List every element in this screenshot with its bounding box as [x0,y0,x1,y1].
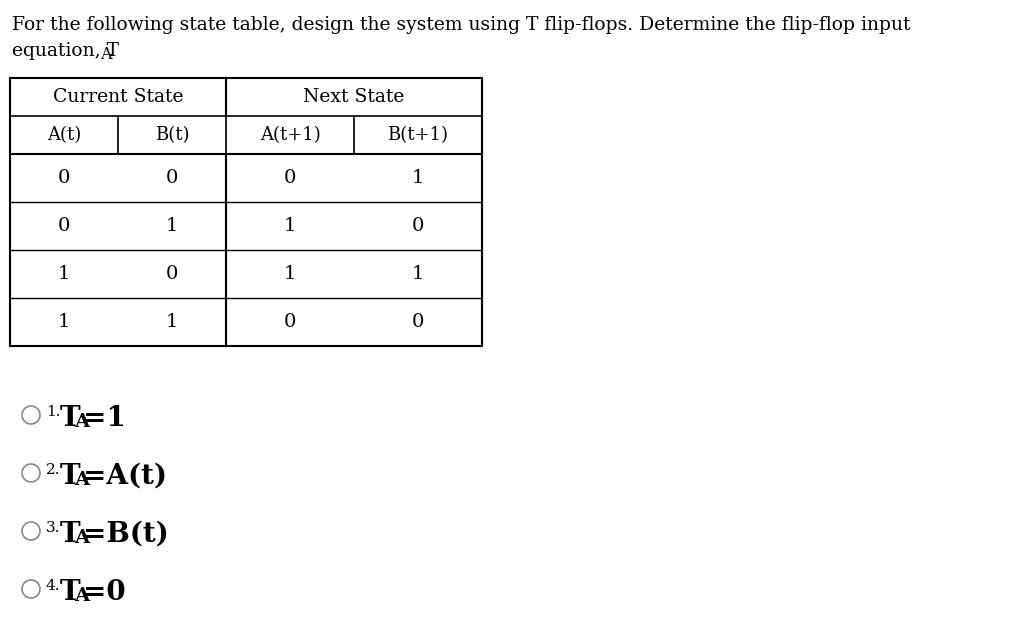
Text: 0: 0 [166,265,178,283]
Text: A: A [74,529,89,547]
Text: T: T [60,405,81,432]
Text: =B(t): =B(t) [83,521,169,548]
Text: A: A [100,46,112,63]
Text: A: A [74,413,89,431]
Text: 0: 0 [284,313,296,331]
Text: 1.: 1. [46,405,60,419]
Text: =A(t): =A(t) [83,463,167,490]
Text: 0: 0 [166,169,178,187]
Text: 1: 1 [412,169,424,187]
Text: T: T [60,521,81,548]
Text: 1: 1 [57,313,71,331]
Text: 1: 1 [284,217,296,235]
Text: 2.: 2. [46,463,60,477]
Text: 4.: 4. [46,579,60,593]
Text: =1: =1 [83,405,126,432]
Text: A: A [74,471,89,489]
Text: Current State: Current State [53,88,183,106]
Text: equation, T: equation, T [12,42,119,60]
Text: 1: 1 [284,265,296,283]
Text: 0: 0 [412,217,424,235]
Text: .: . [106,42,113,60]
Text: 0: 0 [412,313,424,331]
Text: T: T [60,463,81,490]
Text: Next State: Next State [303,88,404,106]
Text: A(t+1): A(t+1) [260,126,321,144]
Text: 1: 1 [166,313,178,331]
Text: A: A [74,587,89,605]
Text: 0: 0 [284,169,296,187]
Text: 1: 1 [57,265,71,283]
Text: A(t): A(t) [47,126,81,144]
Bar [10,78,482,346]
Text: 0: 0 [57,169,71,187]
Text: =0: =0 [83,579,126,606]
Text: T: T [60,579,81,606]
Text: 1: 1 [412,265,424,283]
Text: 1: 1 [166,217,178,235]
Text: 0: 0 [57,217,71,235]
Text: 3.: 3. [46,521,60,535]
Text: For the following state table, design the system using T flip-flops. Determine t: For the following state table, design th… [12,16,910,34]
Text: B(t+1): B(t+1) [387,126,449,144]
Text: B(t): B(t) [155,126,189,144]
